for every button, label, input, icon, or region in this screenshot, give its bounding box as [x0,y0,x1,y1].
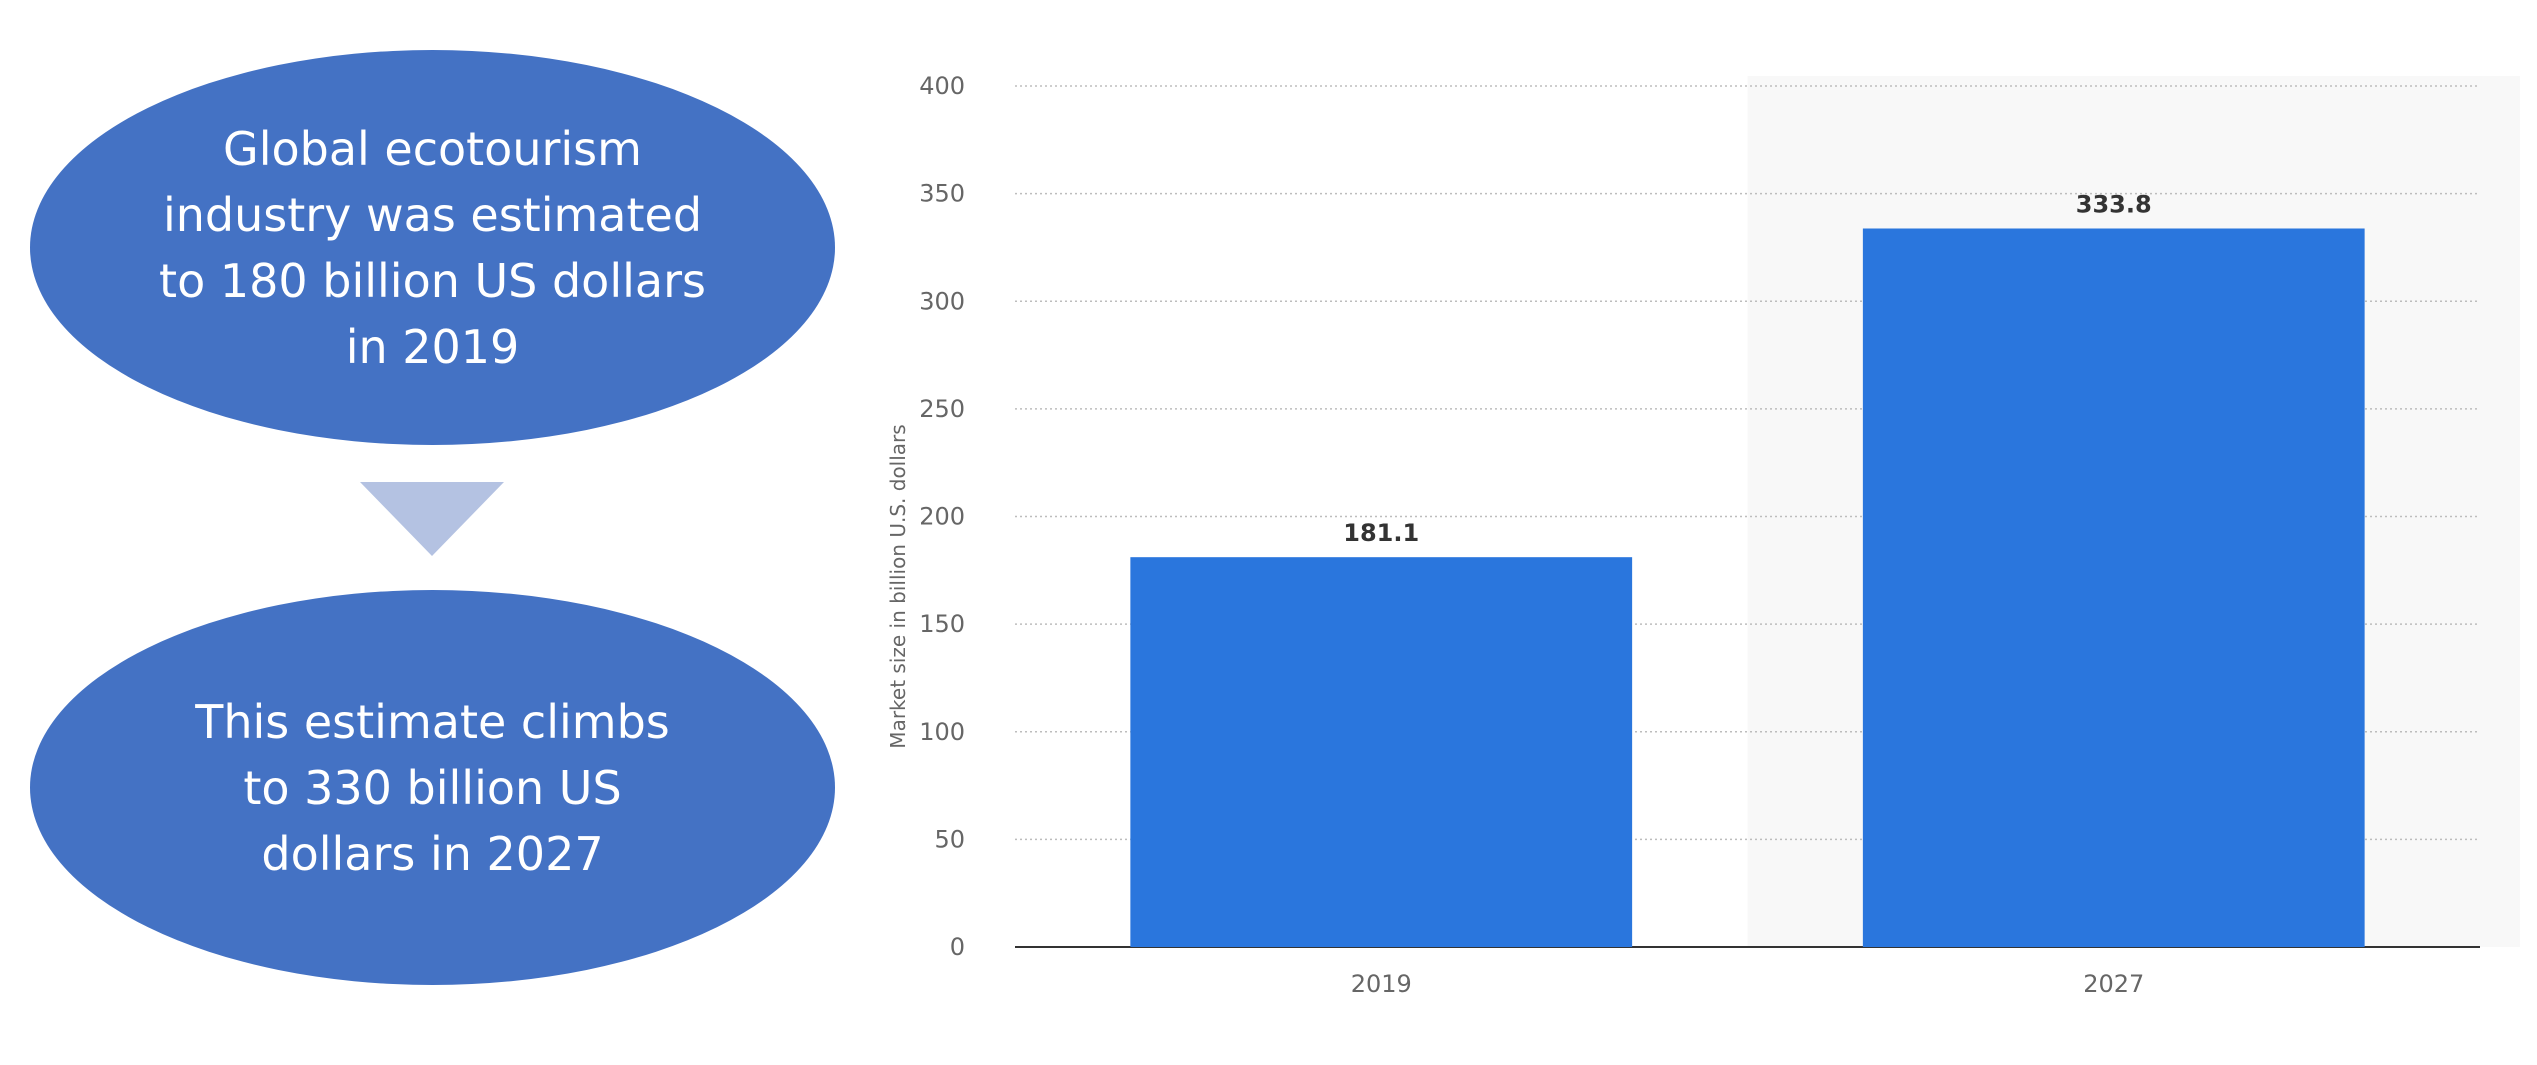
x-tick-label-2019: 2019 [1351,970,1412,998]
callout-ellipse-2019: Global ecotourism industry was estimated… [30,50,835,445]
callout-text-2019: Global ecotourism industry was estimated… [159,121,706,374]
y-tick-label: 150 [919,610,965,638]
callout-text-2027: This estimate climbs to 330 billion US d… [195,694,670,881]
x-tick-label-2027: 2027 [2083,970,2144,998]
label-layer: 0 50 100 150 200 250 300 350 400 181.1 2019 333.8 20… [886,72,2152,998]
y-tick-label: 100 [919,718,965,746]
data-label-2019: 181.1 [1343,519,1419,547]
y-axis-title: Market size in billion U.S. dollars [886,424,910,748]
callout-ellipse-2027: This estimate climbs to 330 billion US d… [30,590,835,985]
y-tick-label: 50 [934,825,965,853]
y-tick-label: 350 [919,180,965,208]
y-tick-label: 200 [919,503,965,531]
market-size-bar-chart: 0 50 100 150 200 250 300 350 400 181.1 2019 333.8 20… [886,72,2520,998]
down-arrow-icon [360,482,504,556]
y-tick-label: 250 [919,395,965,423]
bar-2027 [1862,228,2365,948]
y-tick-label: 0 [950,933,965,961]
bar-layer [1130,228,2365,948]
y-tick-label: 400 [919,72,965,100]
y-tick-label: 300 [919,287,965,315]
data-label-2027: 333.8 [2076,190,2152,218]
bar-2019 [1130,557,1633,947]
